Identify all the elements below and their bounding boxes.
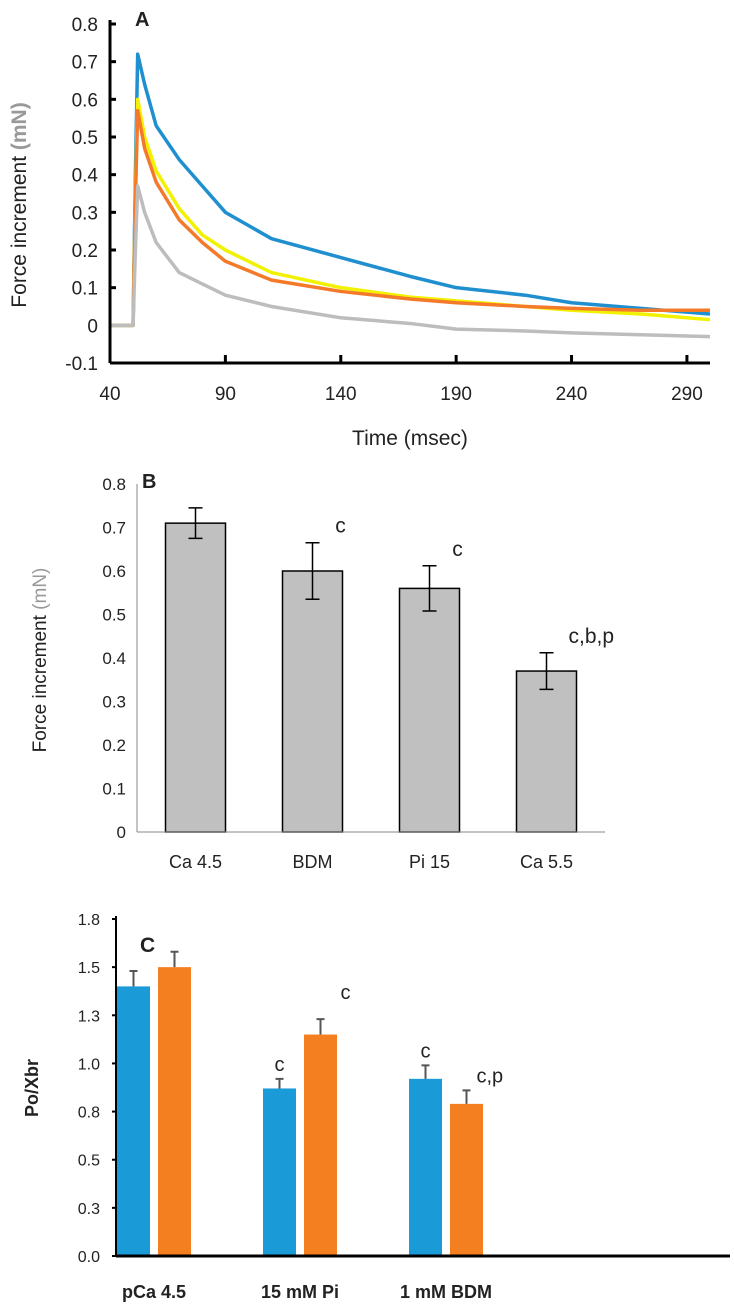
bar-blue <box>117 986 150 1256</box>
y-tick-label: 0.3 <box>72 203 98 224</box>
significance-label: c <box>275 1054 285 1076</box>
y-axis-unit: (mN) <box>8 102 31 150</box>
panel-label-a: A <box>135 9 149 31</box>
error-bar <box>421 1064 430 1079</box>
x-tick-label: 140 <box>325 384 357 405</box>
error-bar <box>316 1018 325 1035</box>
error-bar <box>275 1077 284 1089</box>
x-tick-label: 90 <box>215 384 236 405</box>
bar-orange <box>450 1103 483 1256</box>
y-tick-label: 0.7 <box>72 53 98 74</box>
y-axis-title: Po/Xbr <box>22 1059 42 1117</box>
y-tick-label: -0.1 <box>65 354 98 375</box>
y-tick-label: 1.8 <box>78 912 100 929</box>
error-bar <box>129 969 138 987</box>
y-tick-label: 0.8 <box>72 15 98 36</box>
x-tick-label: BDM <box>293 852 333 872</box>
y-tick-label: 0.1 <box>102 780 126 799</box>
y-tick-label: 0.3 <box>102 693 126 712</box>
y-tick-label: 0.0 <box>78 1249 100 1266</box>
bar-blue <box>409 1078 442 1256</box>
x-tick-label: pCa 4.5 <box>122 1282 186 1302</box>
bar-orange <box>158 967 191 1256</box>
y-tick-label: 0.8 <box>78 1105 100 1122</box>
x-tick-label: 190 <box>440 384 472 405</box>
x-tick-label: 1 mM BDM <box>400 1282 492 1302</box>
y-axis-title: Force increment (mN) <box>30 568 51 753</box>
y-tick-label: 0.5 <box>102 606 126 625</box>
x-tick-label: 290 <box>671 384 703 405</box>
y-axis-title-text: Force increment <box>30 610 51 753</box>
y-axis-unit: (mN) <box>30 568 51 610</box>
y-tick-label: 0.7 <box>102 519 126 538</box>
bar-orange <box>304 1034 337 1256</box>
panel-label-b: B <box>142 471 156 493</box>
bar <box>398 587 461 833</box>
y-axis-title-text: Force increment <box>8 150 31 308</box>
significance-label: c,p <box>477 1065 504 1087</box>
y-tick-label: 0 <box>117 823 126 842</box>
error-bar <box>539 652 554 691</box>
significance-label: c <box>452 538 463 561</box>
error-bar <box>305 541 320 601</box>
y-tick-label: 0 <box>87 316 98 337</box>
y-tick-label: 0.6 <box>102 562 126 581</box>
y-axis-title: Force increment (mN) <box>8 102 31 307</box>
error-bar <box>188 507 203 540</box>
y-tick-label: 0.8 <box>102 475 126 494</box>
y-tick-label: 0.5 <box>78 1153 100 1170</box>
y-tick-label: 1.0 <box>78 1056 100 1073</box>
y-tick-label: 0.4 <box>72 166 99 187</box>
x-tick-label: Pi 15 <box>409 852 450 872</box>
x-axis-title: Time (msec) <box>352 427 468 450</box>
bar-blue <box>263 1088 296 1256</box>
series-line-orange <box>110 108 710 328</box>
y-tick-label: 0.2 <box>72 241 98 262</box>
bar <box>164 522 227 833</box>
y-tick-label: 0.2 <box>102 736 126 755</box>
series-line-blue <box>110 52 711 328</box>
x-tick-label: 15 mM Pi <box>261 1282 339 1302</box>
y-tick-label: 0.4 <box>102 649 126 668</box>
series-line-yellow <box>110 97 711 328</box>
y-tick-label: 0.1 <box>72 279 98 300</box>
x-tick-label: Ca 5.5 <box>520 852 573 872</box>
error-bar <box>422 565 437 612</box>
series-line-gray <box>110 184 711 339</box>
significance-label: c <box>341 982 351 1004</box>
significance-label: c <box>335 515 346 538</box>
significance-label: c <box>421 1040 431 1062</box>
bar <box>281 570 344 833</box>
y-tick-label: 1.3 <box>78 1008 100 1025</box>
y-tick-label: 0.6 <box>72 90 98 111</box>
x-tick-label: 240 <box>556 384 588 405</box>
significance-label: c,b,p <box>569 625 615 648</box>
bar <box>515 670 578 833</box>
panel-label-c: C <box>140 934 155 957</box>
y-tick-label: 0.5 <box>72 128 98 149</box>
error-bar <box>462 1089 471 1104</box>
x-tick-label: Ca 4.5 <box>169 852 222 872</box>
x-tick-label: 40 <box>99 384 120 405</box>
y-tick-label: 0.3 <box>78 1201 100 1218</box>
error-bar <box>170 950 179 968</box>
y-tick-label: 1.5 <box>78 960 100 977</box>
